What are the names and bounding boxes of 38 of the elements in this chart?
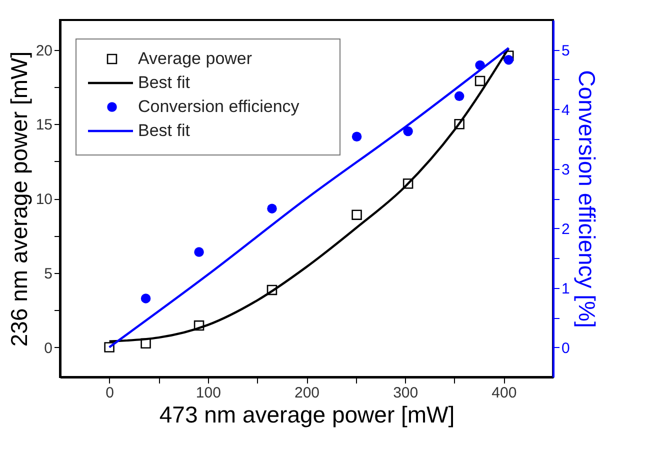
y2-tick-label: 1 — [562, 280, 570, 298]
x-tick-label: 300 — [393, 384, 418, 402]
y2-tick-label: 3 — [562, 161, 570, 178]
point — [403, 126, 413, 136]
point — [194, 247, 204, 257]
y2-axis-title: Conversion efficiency [%] — [574, 70, 600, 328]
point — [504, 55, 514, 65]
point — [402, 178, 414, 189]
y2-tick-label: 5 — [562, 42, 570, 60]
point — [267, 204, 277, 214]
y-tick-label: 10 — [36, 191, 52, 208]
legend-label: Average power — [138, 49, 252, 68]
legend-label: Best fit — [138, 121, 190, 140]
y2-tick-label: 0 — [562, 340, 570, 357]
point — [454, 91, 464, 102]
point — [266, 284, 278, 296]
point — [352, 210, 362, 220]
point — [140, 294, 151, 304]
legend-label: Conversion efficiency — [138, 97, 300, 116]
point — [104, 342, 114, 352]
point — [454, 119, 464, 130]
point — [474, 76, 486, 86]
x-tick-label: 0 — [106, 384, 114, 402]
y2-tick-label: 4 — [562, 102, 570, 119]
x-tick-label: 400 — [492, 384, 517, 402]
point — [140, 338, 151, 349]
y-axis-title: 236 nm average power [mW] — [6, 51, 32, 347]
y-tick-label: 0 — [44, 340, 52, 357]
y-tick-label: 20 — [36, 42, 52, 60]
x-tick-label: 200 — [294, 384, 320, 402]
legend-label: Best fit — [138, 73, 190, 92]
y2-tick-label: 2 — [562, 220, 570, 238]
x-tick-label: 100 — [196, 384, 221, 402]
point — [352, 132, 362, 142]
y-tick-label: 15 — [36, 116, 52, 134]
x-axis-title: 473 nm average power [mW] — [159, 402, 455, 428]
y-tick-label: 5 — [44, 265, 52, 282]
point — [194, 320, 204, 331]
